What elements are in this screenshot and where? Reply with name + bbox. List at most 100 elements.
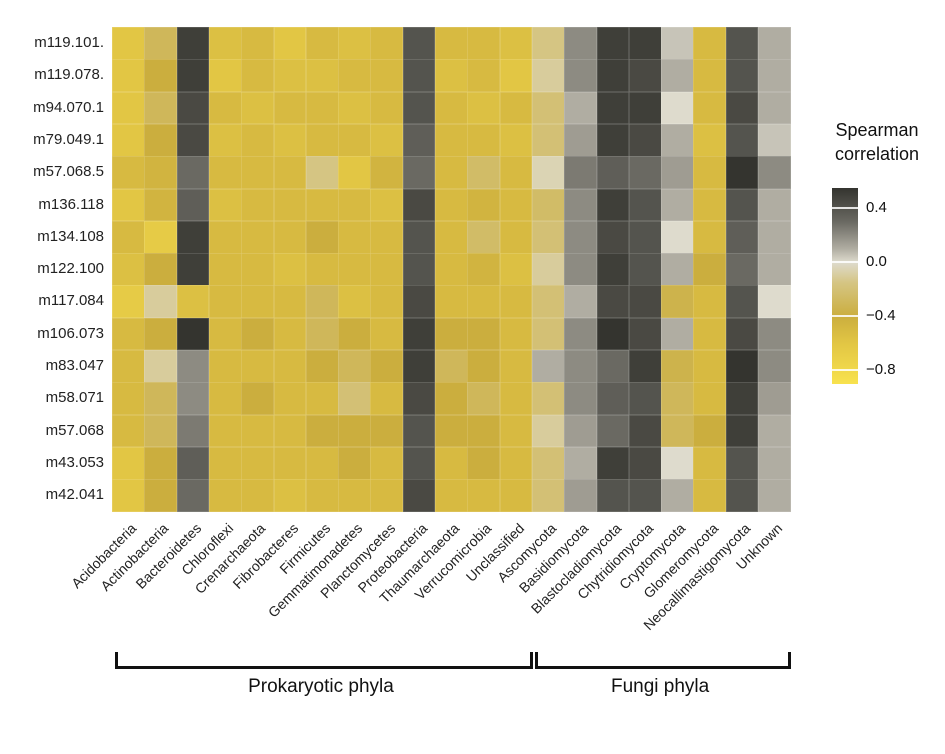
heatmap-cell <box>531 382 565 416</box>
heatmap-cell <box>435 91 468 125</box>
legend-tick-mark <box>832 207 858 210</box>
heatmap-cell <box>467 91 501 125</box>
heatmap-cell <box>112 59 145 93</box>
legend-tick-label: −0.8 <box>866 361 896 379</box>
legend-title: Spearman correlation <box>812 118 942 166</box>
heatmap-cell <box>693 479 727 512</box>
heatmap-cell <box>661 317 694 351</box>
heatmap-cell <box>693 285 727 319</box>
heatmap-cell <box>725 382 759 416</box>
heatmap-cell <box>596 123 630 157</box>
heatmap-cell <box>435 446 468 480</box>
heatmap-cell <box>435 414 468 448</box>
legend-tick-label: 0.0 <box>866 253 887 271</box>
row-label: m57.068 <box>45 421 104 439</box>
heatmap-cell <box>499 123 533 157</box>
row-label: m122.100 <box>37 260 104 278</box>
heatmap-cell <box>564 188 597 222</box>
heatmap-cell <box>144 414 178 448</box>
heatmap-cell <box>402 479 436 512</box>
heatmap-cell <box>467 253 501 286</box>
heatmap-cell <box>402 414 436 448</box>
row-label: m43.053 <box>45 453 104 471</box>
heatmap-cell <box>531 91 565 125</box>
heatmap-cell <box>564 220 597 254</box>
heatmap-cell <box>531 123 565 157</box>
heatmap-cell <box>661 188 694 222</box>
heatmap-cell <box>693 317 727 351</box>
heatmap-cell <box>499 285 533 319</box>
heatmap-cell <box>241 59 274 93</box>
row-label: m94.070.1 <box>33 98 104 116</box>
heatmap-cell <box>596 446 630 480</box>
heatmap-cell <box>338 91 371 125</box>
heatmap-cell <box>305 382 339 416</box>
heatmap-cell <box>370 350 404 383</box>
heatmap-cell <box>758 27 791 60</box>
heatmap-cell <box>531 446 565 480</box>
heatmap-cell <box>725 123 759 157</box>
heatmap-cell <box>241 350 274 383</box>
heatmap-cell <box>499 156 533 189</box>
legend-tick-mark <box>832 261 858 264</box>
heatmap-cell <box>305 350 339 383</box>
heatmap-cell <box>208 123 242 157</box>
heatmap-cell <box>176 414 210 448</box>
heatmap-cell <box>402 220 436 254</box>
heatmap-cell <box>208 479 242 512</box>
heatmap-cell <box>338 188 371 222</box>
heatmap-cell <box>273 220 307 254</box>
heatmap-cell <box>693 156 727 189</box>
legend-colorbar <box>832 188 858 384</box>
heatmap-cell <box>725 156 759 189</box>
row-label: m119.101. <box>34 34 104 51</box>
heatmap-cell <box>338 446 371 480</box>
heatmap-cell <box>435 27 468 60</box>
row-label: m79.049.1 <box>33 130 104 148</box>
heatmap-cell <box>435 253 468 286</box>
heatmap-cell <box>144 446 178 480</box>
heatmap-cell <box>564 123 597 157</box>
heatmap-cell <box>208 188 242 222</box>
row-label: m42.041 <box>45 486 104 504</box>
heatmap-cell <box>467 188 501 222</box>
heatmap-cell <box>725 446 759 480</box>
heatmap-cell <box>435 350 468 383</box>
heatmap-cell <box>564 479 597 512</box>
heatmap-cell <box>499 91 533 125</box>
heatmap-cell <box>112 414 145 448</box>
heatmap-cell <box>144 350 178 383</box>
heatmap-cell <box>758 253 791 286</box>
heatmap-cell <box>402 350 436 383</box>
row-label: m57.068.5 <box>33 163 104 181</box>
heatmap-cell <box>402 382 436 416</box>
heatmap-cell <box>564 414 597 448</box>
heatmap-cell <box>144 27 178 60</box>
heatmap-cell <box>628 414 662 448</box>
heatmap-cell <box>628 91 662 125</box>
heatmap-cell <box>402 59 436 93</box>
heatmap-cell <box>661 91 694 125</box>
heatmap-cell <box>112 220 145 254</box>
heatmap-cell <box>596 156 630 189</box>
heatmap-cell <box>564 317 597 351</box>
heatmap-cell <box>531 188 565 222</box>
heatmap-cell <box>628 123 662 157</box>
heatmap-cell <box>305 59 339 93</box>
heatmap-cell <box>305 188 339 222</box>
heatmap-cell <box>596 285 630 319</box>
heatmap-cell <box>531 59 565 93</box>
row-label: m58.071 <box>45 389 104 407</box>
heatmap-cell <box>241 382 274 416</box>
heatmap-cell <box>273 27 307 60</box>
heatmap-cell <box>241 317 274 351</box>
heatmap-cell <box>241 123 274 157</box>
heatmap-cell <box>467 123 501 157</box>
heatmap-cell <box>112 27 145 60</box>
heatmap-cell <box>241 188 274 222</box>
heatmap-cell <box>435 317 468 351</box>
group-label: Fungi phyla <box>610 676 710 697</box>
heatmap-cell <box>693 123 727 157</box>
heatmap-cell <box>112 253 145 286</box>
heatmap-cell <box>370 59 404 93</box>
